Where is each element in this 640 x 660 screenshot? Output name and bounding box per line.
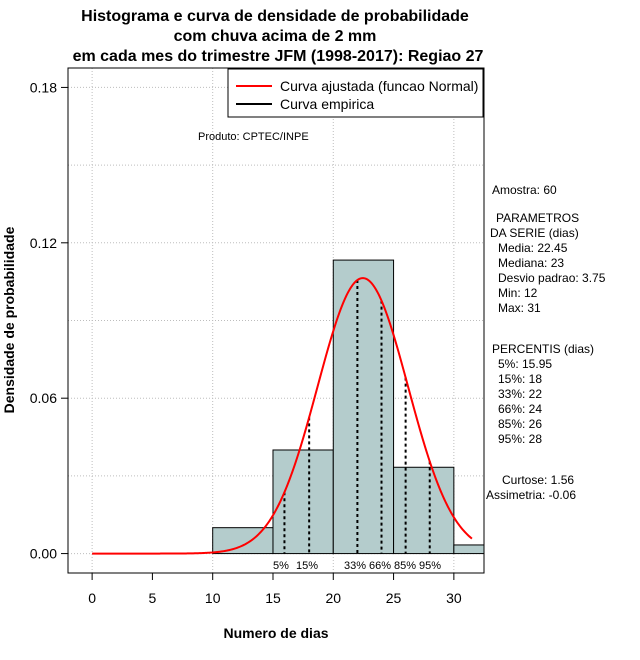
histogram-bar [394, 467, 454, 553]
stat-param-title-1: PARAMETROS [496, 211, 579, 225]
y-tick-label: 0.12 [30, 235, 57, 251]
stat-p15: 15%: 18 [498, 372, 542, 386]
percentile-label: 66% [369, 560, 391, 572]
legend-label-normal: Curva ajustada (funcao Normal) [280, 78, 478, 94]
x-tick-label: 30 [446, 590, 462, 606]
stat-mediana: Mediana: 23 [498, 256, 564, 270]
histogram-bar [213, 528, 273, 554]
stat-percentis-title: PERCENTIS (dias) [492, 342, 594, 356]
x-axis-label: Numero de dias [223, 625, 328, 641]
x-axis: 0 5 10 15 20 25 30 [88, 573, 462, 606]
histogram-bar [454, 545, 484, 554]
stat-p66: 66%: 24 [498, 402, 542, 416]
y-axis: 0.00 0.06 0.12 0.18 [30, 79, 68, 561]
stat-param-title-2: DA SERIE (dias) [490, 226, 579, 240]
percentile-label: 85% [394, 560, 416, 572]
x-tick-label: 15 [265, 590, 281, 606]
chart-title-line-3: em cada mes do trimestre JFM (1998-2017)… [73, 48, 484, 65]
y-tick-label: 0.06 [30, 390, 57, 406]
product-annotation: Produto: CPTEC/INPE [198, 131, 309, 143]
x-tick-label: 5 [149, 590, 157, 606]
x-tick-label: 10 [205, 590, 221, 606]
percentile-label: 95% [419, 560, 441, 572]
x-tick-label: 20 [325, 590, 341, 606]
legend-label-empirical: Curva empirica [280, 96, 374, 112]
percentile-label: 33% [344, 560, 366, 572]
stat-p85: 85%: 26 [498, 417, 542, 431]
x-tick-label: 0 [88, 590, 96, 606]
stat-desvio: Desvio padrao: 3.75 [498, 271, 606, 285]
histogram-bars [213, 260, 484, 553]
stat-amostra: Amostra: 60 [492, 183, 557, 197]
stat-p95: 95%: 28 [498, 432, 542, 446]
percentile-label: 15% [296, 560, 318, 572]
percentile-label: 5% [273, 560, 289, 572]
legend: Curva ajustada (funcao Normal) Curva emp… [228, 69, 483, 117]
x-tick-label: 25 [386, 590, 402, 606]
histogram-chart: Histograma e curva de densidade de proba… [0, 0, 640, 660]
stats-panel: Amostra: 60 PARAMETROS DA SERIE (dias) M… [486, 183, 606, 502]
y-tick-label: 0.18 [30, 79, 57, 95]
chart-title-line-1: Histograma e curva de densidade de proba… [81, 8, 469, 25]
y-tick-label: 0.00 [30, 546, 57, 562]
stat-max: Max: 31 [498, 301, 541, 315]
stat-p5: 5%: 15.95 [498, 357, 552, 371]
stat-p33: 33%: 22 [498, 387, 542, 401]
stat-assimetria: Assimetria: -0.06 [486, 488, 576, 502]
stat-min: Min: 12 [498, 286, 538, 300]
stat-curtose: Curtose: 1.56 [502, 473, 574, 487]
stat-media: Media: 22.45 [498, 241, 568, 255]
y-axis-label: Densidade de probabilidade [1, 226, 17, 413]
histogram-bar [273, 450, 333, 554]
chart-title-line-2: com chuva acima de 2 mm [174, 28, 377, 45]
